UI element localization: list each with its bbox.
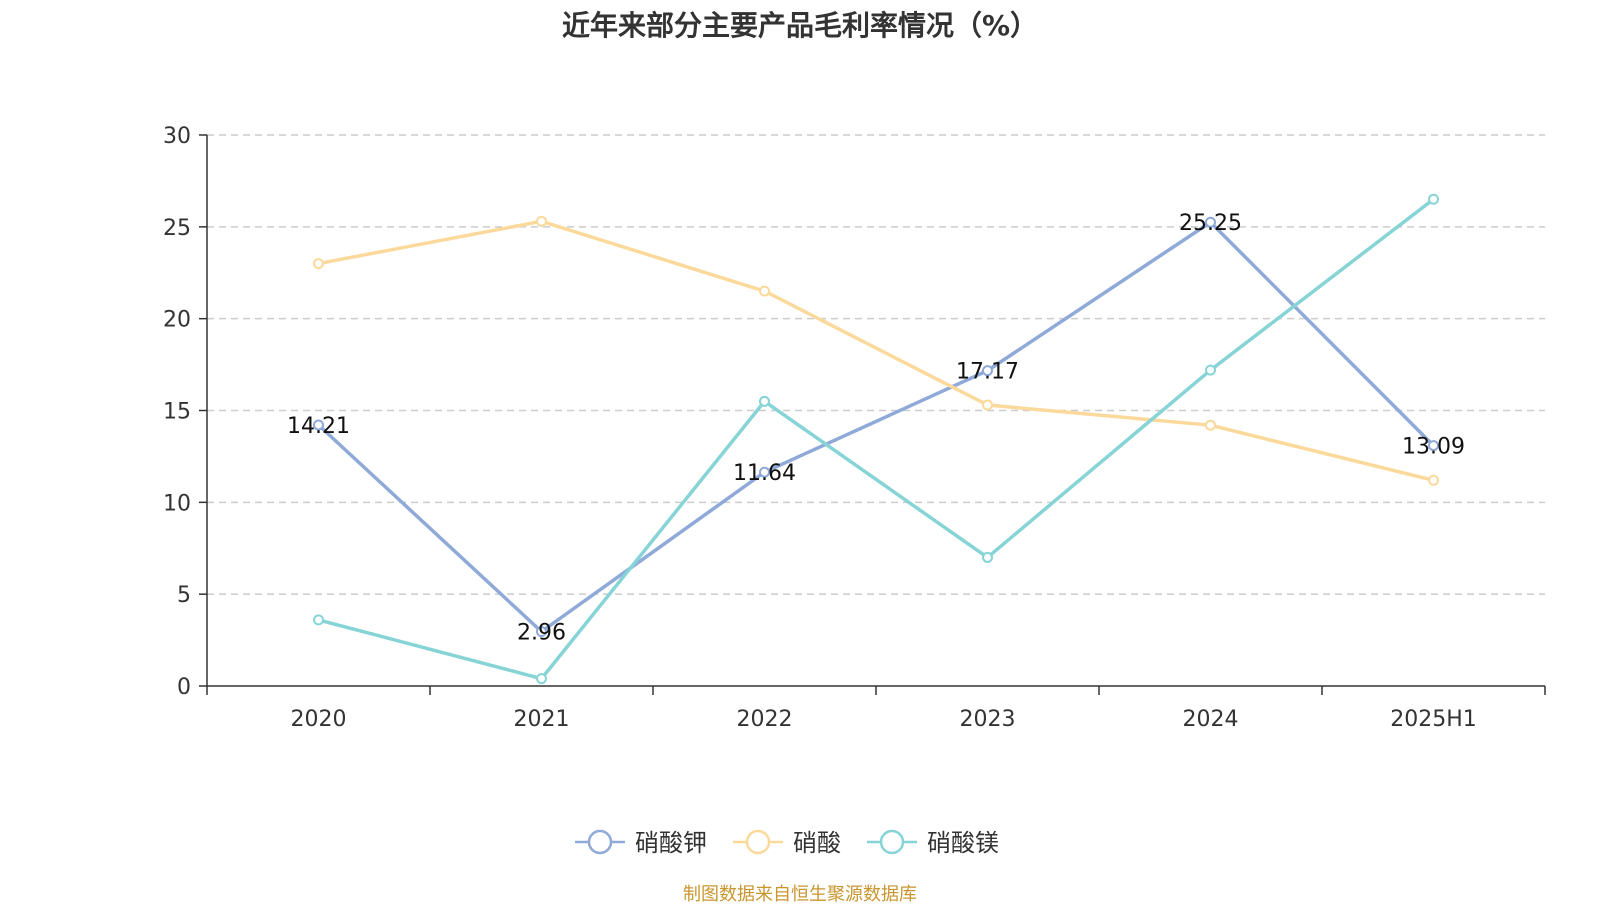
data-label: 2.96 xyxy=(517,621,566,646)
data-point xyxy=(982,551,993,563)
y-tick-label: 20 xyxy=(163,308,191,333)
data-point xyxy=(1428,440,1439,452)
x-tick-label: 2024 xyxy=(1183,707,1239,732)
series-line xyxy=(316,220,1436,634)
y-tick-label: 0 xyxy=(177,675,191,700)
source-note: 制图数据来自恒生聚源数据库 xyxy=(683,884,917,905)
data-point xyxy=(759,395,770,407)
data-point xyxy=(1428,474,1439,486)
data-label: 17.17 xyxy=(956,360,1019,385)
line-chart: 0 5 10 15 20 25 30 2020 2021 2022 2023 2024 2025H1 1… xyxy=(163,124,1546,857)
legend-circle-icon xyxy=(587,829,613,855)
x-tick-label: 2020 xyxy=(291,707,347,732)
data-point xyxy=(759,466,770,478)
legend-label: 硝酸镁 xyxy=(927,829,999,857)
y-tick-label: 10 xyxy=(163,491,191,516)
chart-title: 近年来部分主要产品毛利率情况（%） xyxy=(561,9,1039,42)
legend-label: 硝酸钾 xyxy=(635,829,707,857)
x-tick-label: 2023 xyxy=(960,707,1016,732)
y-tick-label: 30 xyxy=(163,124,191,149)
legend-item[interactable]: 硝酸钾 xyxy=(575,829,707,857)
data-label: 11.64 xyxy=(733,461,796,486)
data-point xyxy=(1205,419,1216,431)
y-tick-label: 15 xyxy=(163,400,191,425)
data-labels: 14.21 2.96 11.64 17.17 25.25 13.09 xyxy=(287,211,1465,645)
data-point xyxy=(536,673,547,685)
x-tick-label: 2022 xyxy=(737,707,793,732)
data-point xyxy=(982,365,993,377)
data-point xyxy=(313,614,324,626)
legend-label: 硝酸 xyxy=(793,829,841,857)
data-label: 25.25 xyxy=(1179,211,1242,236)
data-point xyxy=(759,285,770,297)
legend-item[interactable]: 硝酸 xyxy=(733,829,841,857)
data-point xyxy=(1205,216,1216,228)
legend-circle-icon xyxy=(745,829,771,855)
data-point xyxy=(536,626,547,638)
data-point xyxy=(536,215,547,227)
legend: 硝酸钾 硝酸 硝酸镁 xyxy=(575,829,999,857)
data-point xyxy=(313,419,324,431)
data-point xyxy=(313,258,324,270)
x-tick-label: 2025H1 xyxy=(1390,707,1477,732)
grid-lines xyxy=(207,134,1545,595)
data-point xyxy=(1205,364,1216,376)
series-line xyxy=(316,219,1436,483)
axes: 0 5 10 15 20 25 30 2020 2021 2022 2023 2024 2025H1 xyxy=(163,124,1546,732)
legend-circle-icon xyxy=(879,829,905,855)
y-tick-label: 5 xyxy=(177,583,191,608)
series-line xyxy=(316,197,1436,681)
legend-item[interactable]: 硝酸镁 xyxy=(867,829,999,857)
data-label: 14.21 xyxy=(287,414,350,439)
x-tick-label: 2021 xyxy=(514,707,570,732)
series-lines xyxy=(313,193,1439,685)
data-point xyxy=(1428,193,1439,205)
y-tick-label: 25 xyxy=(163,216,191,241)
data-label: 13.09 xyxy=(1402,435,1465,460)
data-point xyxy=(982,399,993,411)
